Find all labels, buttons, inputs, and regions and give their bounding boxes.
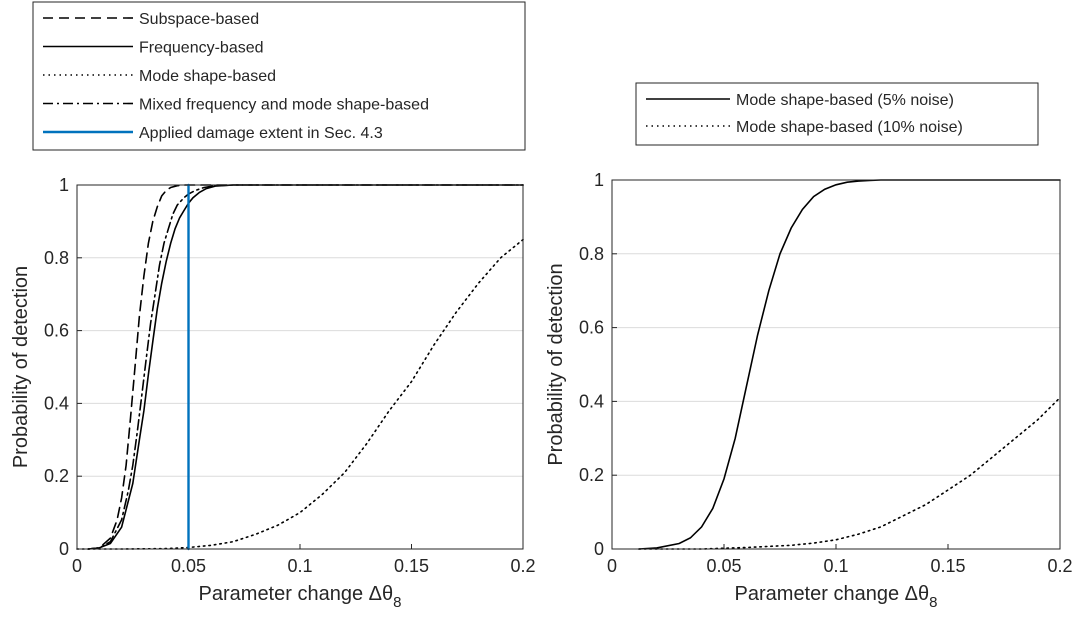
y-tick-label: 1 <box>594 170 604 190</box>
y-tick-label: 0.8 <box>579 244 604 264</box>
series-line-4 <box>87 184 524 550</box>
y-tick-label: 0.6 <box>579 318 604 338</box>
legend-label: Applied damage extent in Sec. 4.3 <box>139 125 383 142</box>
x-tick-label: 0.1 <box>823 556 848 576</box>
x-tick-label: 0.1 <box>287 556 312 576</box>
y-tick-label: 0.4 <box>44 393 69 413</box>
y-tick-label: 0.2 <box>579 465 604 485</box>
series-line-2 <box>638 396 1061 550</box>
y-tick-label: 0.4 <box>579 391 604 411</box>
legend: Mode shape-based (5% noise) Mode shape-ba… <box>635 82 1039 146</box>
legend-label: Mode shape-based (10% noise) <box>736 119 963 136</box>
legend-box <box>635 82 1039 146</box>
y-tick-label: 0 <box>594 539 604 559</box>
x-tick-label: 0.05 <box>706 556 741 576</box>
y-axis-label: Probability of detection <box>545 263 567 465</box>
legend-box <box>32 1 526 151</box>
legend-label: Mode shape-based <box>139 68 276 85</box>
x-tick-label: 0.05 <box>171 556 206 576</box>
x-axis-label: Parameter change Δθ8 <box>199 583 402 611</box>
series-line-1 <box>638 179 1061 550</box>
x-tick-label: 0.15 <box>394 556 429 576</box>
legend-label: Mode shape-based (5% noise) <box>736 92 954 109</box>
legend-label: Mixed frequency and mode shape-based <box>139 97 429 114</box>
legend-label: Subspace-based <box>139 11 259 28</box>
y-tick-label: 0.8 <box>44 248 69 268</box>
y-axis-label: Probability of detection <box>10 266 32 468</box>
legend-label: Frequency-based <box>139 40 264 57</box>
chart-2: 0 0.2 0.4 0.6 0.8 1 0 0.05 0.1 0.15 0.2 Parameter c… <box>545 82 1073 611</box>
y-tick-label: 0 <box>59 539 69 559</box>
x-tick-label: 0.2 <box>510 556 535 576</box>
x-tick-label: 0.15 <box>930 556 965 576</box>
x-tick-label: 0 <box>72 556 82 576</box>
series-line-2 <box>87 184 524 550</box>
series-line-3 <box>76 238 524 550</box>
y-tick-label: 0.2 <box>44 466 69 486</box>
axes-frame <box>611 179 1061 550</box>
legend: Subspace-based Frequency-based Mode shape-… <box>32 1 526 151</box>
x-axis-label: Parameter change Δθ8 <box>735 583 938 611</box>
x-tick-label: 0.2 <box>1047 556 1072 576</box>
x-tick-label: 0 <box>607 556 617 576</box>
axes-frame <box>76 184 524 550</box>
chart-1: 0 0.2 0.4 0.6 0.8 1 0 0.05 0.1 0.15 0.2 Parameter c… <box>10 1 536 611</box>
y-tick-label: 1 <box>59 175 69 195</box>
series-line-1 <box>87 184 524 550</box>
y-tick-label: 0.6 <box>44 321 69 341</box>
